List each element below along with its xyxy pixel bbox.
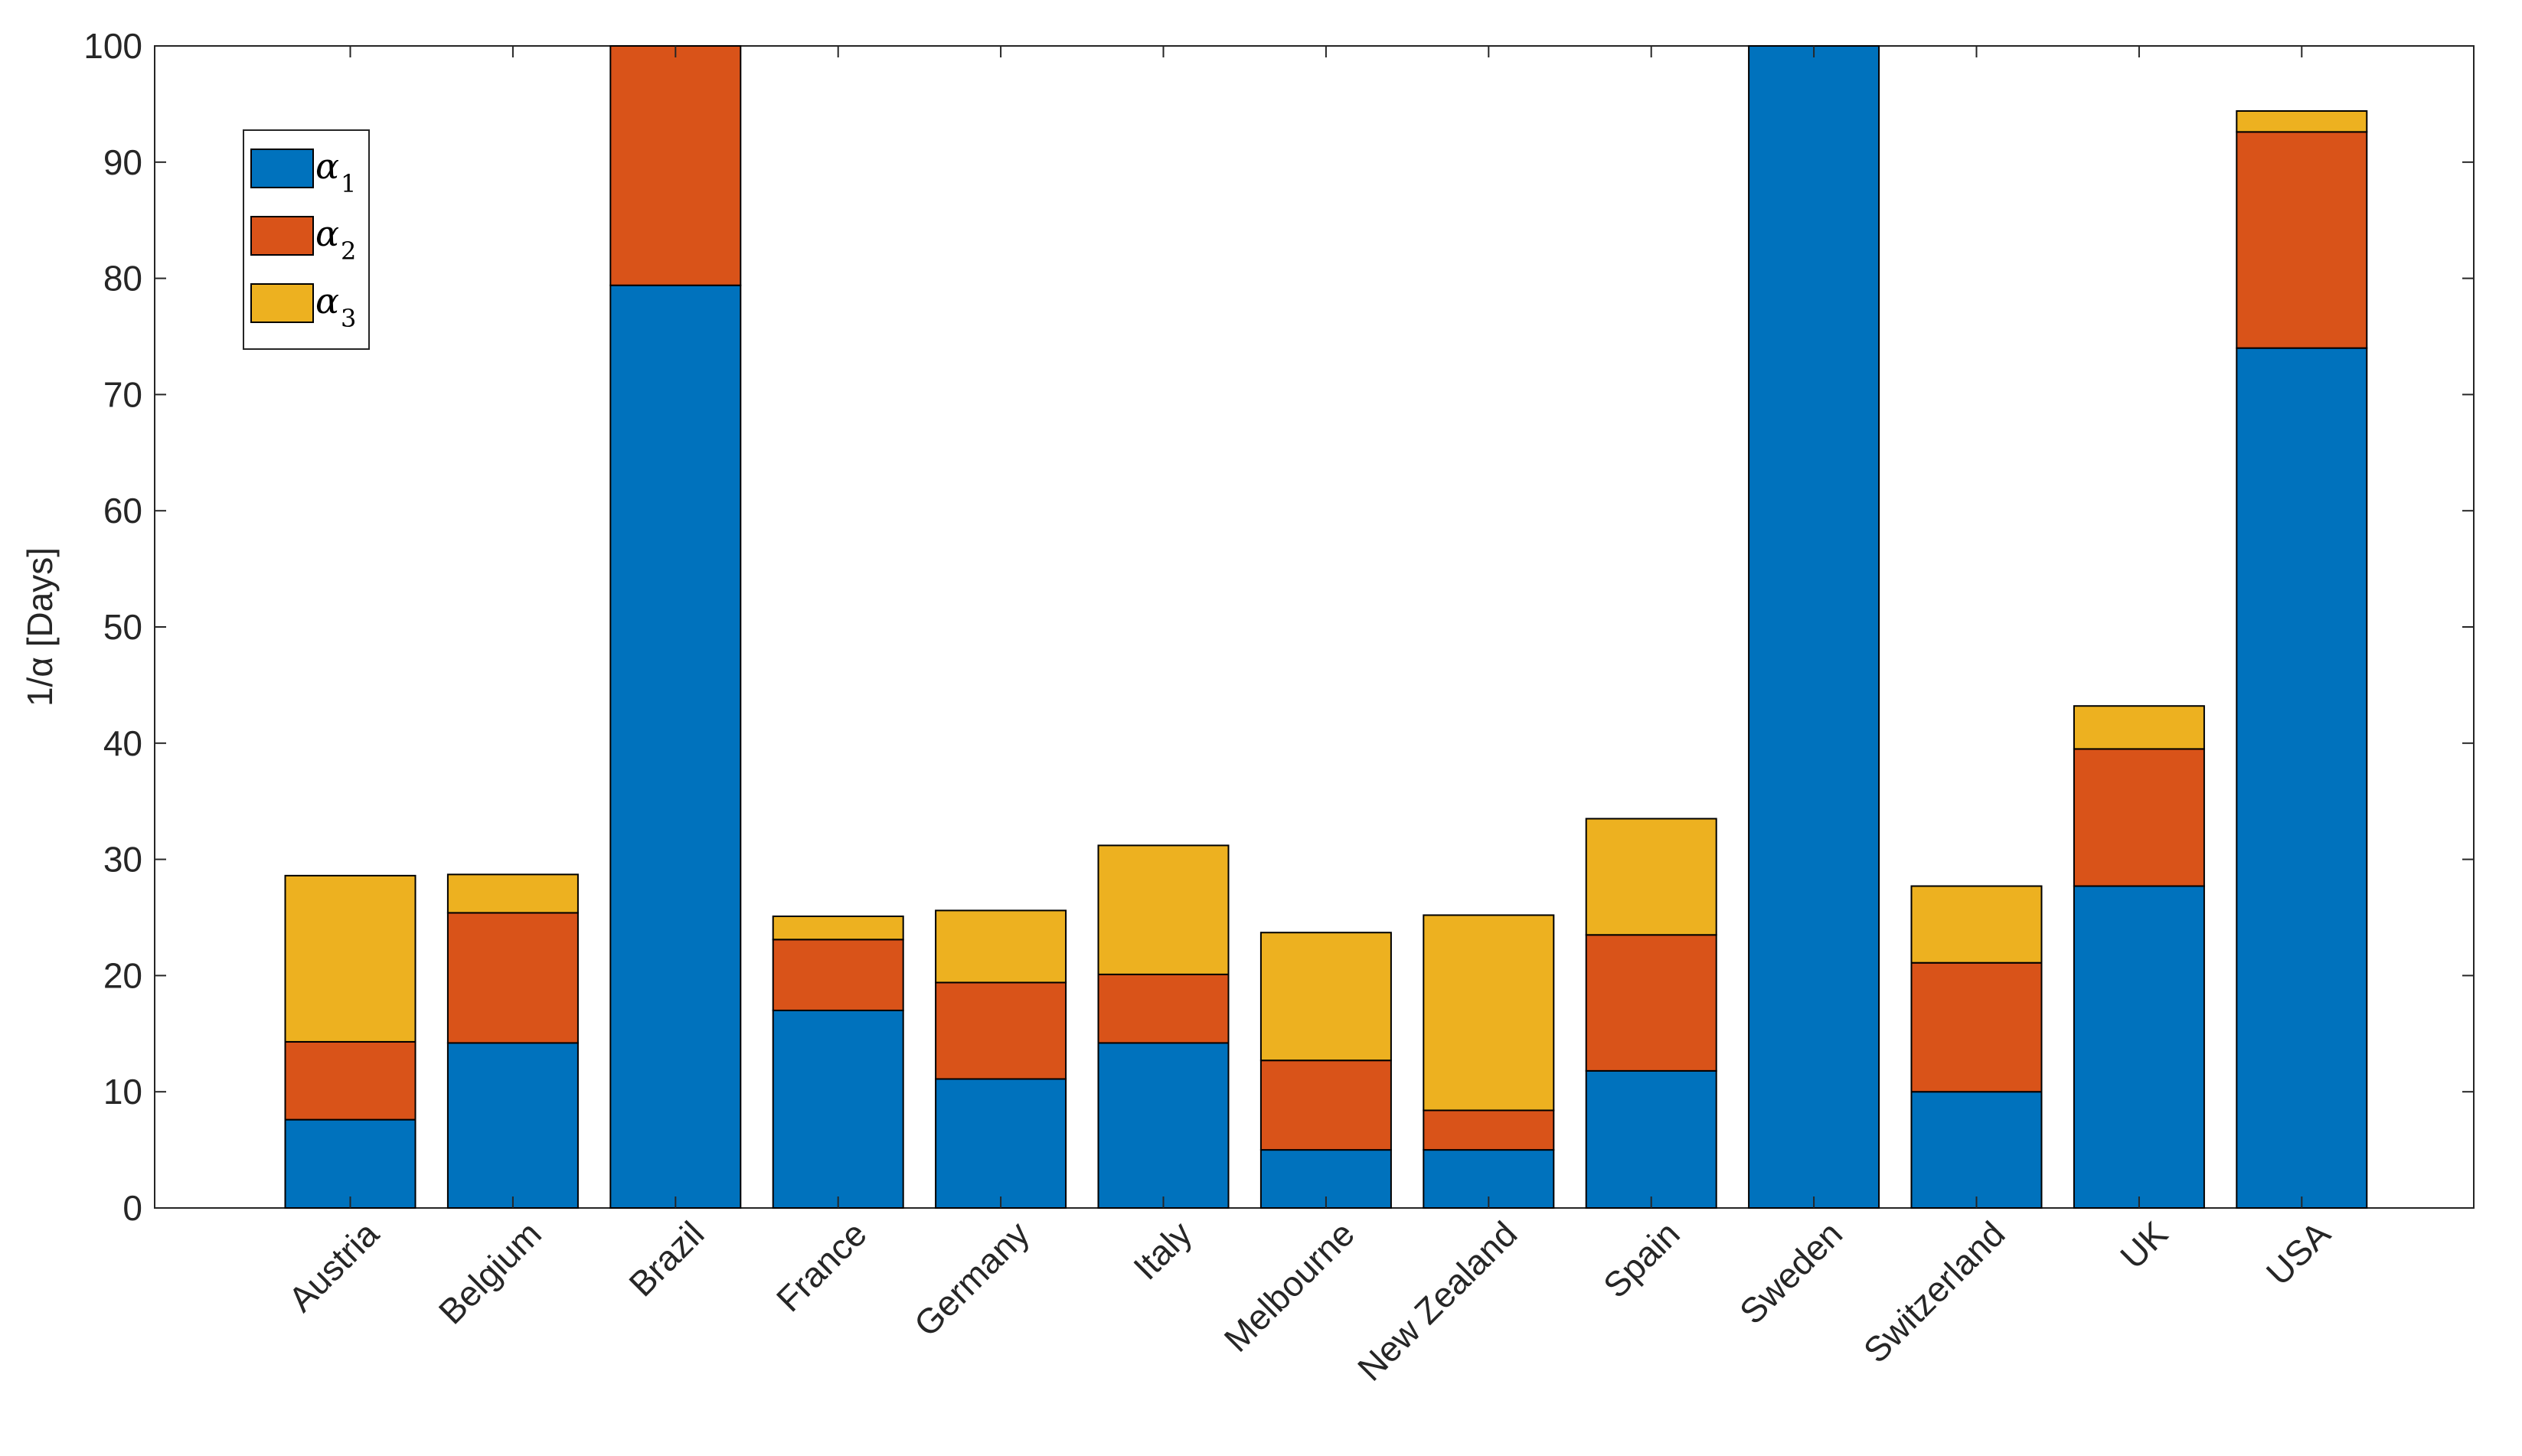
legend-subscript-alpha2: 2 xyxy=(341,237,356,266)
x-tick-label-france: France xyxy=(769,1213,874,1319)
legend: α 1α 2α 3 xyxy=(243,129,370,350)
x-tick-label-melbourne: Melbourne xyxy=(1217,1213,1362,1359)
bar-segment-italy-alpha3 xyxy=(1097,844,1230,975)
legend-label-alpha2: α xyxy=(315,213,339,254)
bar-segment-melbourne-alpha3 xyxy=(1259,932,1392,1062)
x-tick-label-sweden: Sweden xyxy=(1732,1213,1850,1331)
bar-segment-switzerland-alpha3 xyxy=(1910,885,2043,964)
legend-swatch-alpha1 xyxy=(250,149,314,188)
x-tick-label-brazil: Brazil xyxy=(621,1213,711,1304)
bar-segment-new-zealand-alpha3 xyxy=(1423,914,1555,1112)
bar-segment-switzerland-alpha2 xyxy=(1910,961,2043,1093)
bar-segment-melbourne-alpha2 xyxy=(1259,1059,1392,1151)
bar-segment-uk-alpha2 xyxy=(2073,748,2205,887)
y-tick-label-100: 100 xyxy=(83,26,142,66)
legend-swatch-alpha3 xyxy=(250,283,314,323)
legend-label-alpha3: α xyxy=(315,280,339,322)
bar-segment-new-zealand-alpha2 xyxy=(1423,1109,1555,1151)
bar-segment-austria-alpha2 xyxy=(284,1040,417,1121)
x-tick-label-italy: Italy xyxy=(1125,1213,1199,1287)
bar-segment-germany-alpha2 xyxy=(935,981,1067,1080)
y-tick-label-50: 50 xyxy=(103,607,142,647)
legend-label-alpha1: α xyxy=(315,145,339,187)
bar-segment-germany-alpha3 xyxy=(935,909,1067,984)
x-tick-label-spain: Spain xyxy=(1596,1213,1687,1305)
legend-subscript-alpha3: 3 xyxy=(341,304,356,333)
y-tick-label-0: 0 xyxy=(123,1188,142,1228)
x-tick-label-new-zealand: New Zealand xyxy=(1350,1213,1524,1388)
legend-swatch-alpha2 xyxy=(250,216,314,256)
bar-segment-france-alpha2 xyxy=(772,939,904,1011)
y-tick-label-90: 90 xyxy=(103,142,142,182)
y-tick-label-10: 10 xyxy=(103,1072,142,1112)
bar-segment-germany-alpha1 xyxy=(935,1078,1067,1209)
bar-segment-italy-alpha2 xyxy=(1097,973,1230,1044)
x-tick-label-usa: USA xyxy=(2259,1213,2338,1293)
bar-segment-italy-alpha1 xyxy=(1097,1042,1230,1209)
bars-layer xyxy=(284,45,2368,1210)
bar-segment-belgium-alpha2 xyxy=(446,912,579,1044)
x-tick-label-germany: Germany xyxy=(907,1213,1037,1344)
bar-segment-france-alpha1 xyxy=(772,1009,904,1209)
bar-segment-brazil-alpha2 xyxy=(609,45,742,286)
bar-segment-uk-alpha3 xyxy=(2073,705,2205,750)
y-axis-label: 1/α [Days] xyxy=(20,547,60,707)
x-tick-label-switzerland: Switzerland xyxy=(1856,1213,2013,1370)
bar-segment-usa-alpha2 xyxy=(2236,131,2368,349)
bar-segment-spain-alpha1 xyxy=(1585,1069,1717,1209)
x-tick-label-austria: Austria xyxy=(281,1213,387,1319)
x-tick-label-uk: UK xyxy=(2112,1213,2175,1276)
y-tick-label-20: 20 xyxy=(103,955,142,995)
bar-segment-france-alpha3 xyxy=(772,915,904,941)
y-axis: 0 10 20 30 40 50 60 70 80 90 100 xyxy=(83,26,2474,1228)
bar-segment-belgium-alpha1 xyxy=(446,1042,579,1209)
y-tick-label-70: 70 xyxy=(103,374,142,414)
bar-segment-spain-alpha3 xyxy=(1585,818,1717,936)
x-tick-label-belgium: Belgium xyxy=(431,1213,549,1331)
bar-segment-uk-alpha1 xyxy=(2073,885,2205,1210)
y-tick-label-80: 80 xyxy=(103,259,142,299)
y-tick-label-40: 40 xyxy=(103,723,142,763)
bar-segment-usa-alpha1 xyxy=(2236,347,2368,1209)
bar-segment-sweden-alpha1 xyxy=(1748,45,1880,1209)
bar-segment-belgium-alpha3 xyxy=(446,873,579,914)
bar-segment-usa-alpha3 xyxy=(2236,110,2368,133)
y-tick-label-30: 30 xyxy=(103,840,142,880)
bar-segment-spain-alpha2 xyxy=(1585,934,1717,1072)
bar-segment-austria-alpha1 xyxy=(284,1118,417,1209)
bar-segment-brazil-alpha1 xyxy=(609,284,742,1209)
bar-segment-switzerland-alpha1 xyxy=(1910,1091,2043,1209)
legend-subscript-alpha1: 1 xyxy=(341,169,356,198)
y-tick-label-60: 60 xyxy=(103,491,142,530)
bar-segment-austria-alpha3 xyxy=(284,874,417,1043)
